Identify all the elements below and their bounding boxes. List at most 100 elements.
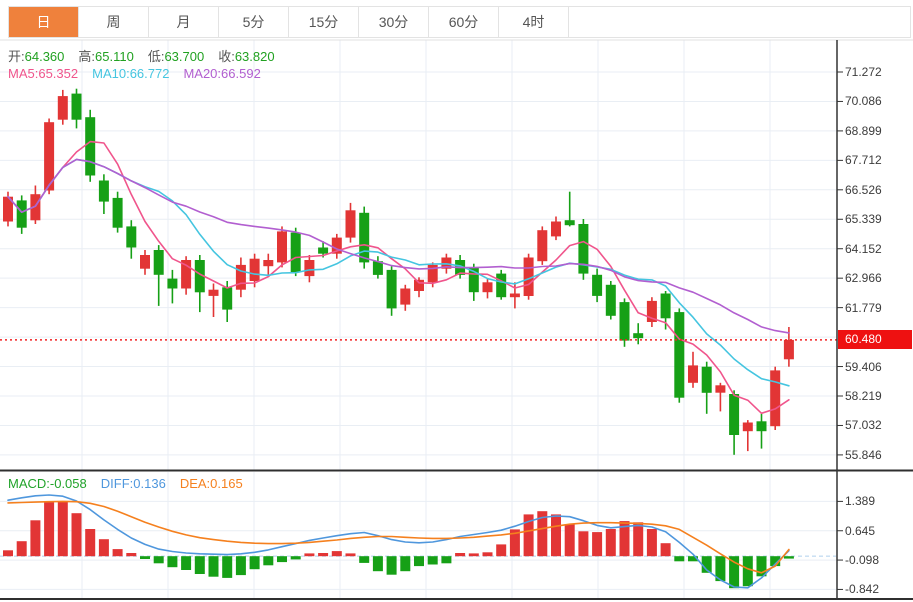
- price-tick-label: 61.779: [845, 300, 882, 315]
- price-tick-label: 66.526: [845, 182, 882, 197]
- candle[interactable]: [523, 253, 534, 300]
- candle[interactable]: [742, 420, 753, 452]
- candle-body: [660, 293, 671, 319]
- macd-histogram-bar: [359, 556, 370, 563]
- tab-h4[interactable]: 4时: [499, 7, 569, 37]
- candle[interactable]: [57, 89, 68, 125]
- tab-week[interactable]: 周: [79, 7, 149, 37]
- candle[interactable]: [126, 220, 137, 259]
- candle[interactable]: [194, 255, 205, 313]
- candle[interactable]: [208, 283, 219, 318]
- price-tick-label: 57.032: [845, 418, 882, 433]
- candle[interactable]: [468, 263, 479, 301]
- candle[interactable]: [235, 257, 246, 298]
- ma10-line: [7, 158, 790, 387]
- candle[interactable]: [578, 219, 589, 280]
- candle[interactable]: [756, 413, 767, 449]
- macd-histogram-bar: [496, 544, 507, 557]
- candle-body: [249, 258, 260, 281]
- macd-histogram-bar: [345, 553, 356, 557]
- candle[interactable]: [592, 268, 603, 303]
- macd-histogram-bar: [30, 520, 41, 557]
- macd-item: DEA:0.165: [179, 476, 243, 491]
- candle[interactable]: [729, 390, 740, 455]
- candle[interactable]: [509, 282, 520, 309]
- candle[interactable]: [482, 278, 493, 299]
- candle[interactable]: [44, 118, 55, 195]
- candle[interactable]: [564, 191, 575, 227]
- candle[interactable]: [16, 195, 27, 234]
- candle-body: [537, 230, 548, 262]
- candle[interactable]: [400, 284, 411, 311]
- candle[interactable]: [331, 233, 342, 259]
- candle[interactable]: [701, 361, 712, 414]
- macd-histogram-bar: [277, 556, 287, 563]
- candle-body: [715, 385, 726, 393]
- candle[interactable]: [112, 191, 123, 233]
- macd-histogram-bar: [715, 556, 726, 582]
- candle[interactable]: [277, 226, 287, 268]
- candle[interactable]: [263, 253, 274, 275]
- candle[interactable]: [304, 255, 315, 283]
- candle[interactable]: [71, 88, 82, 129]
- candle-body: [646, 300, 657, 322]
- candle[interactable]: [770, 366, 781, 430]
- candle-body: [509, 293, 520, 298]
- tab-month[interactable]: 月: [149, 7, 219, 37]
- candle[interactable]: [98, 174, 109, 214]
- candle[interactable]: [140, 250, 150, 275]
- candle[interactable]: [537, 226, 548, 265]
- candle-body: [290, 232, 301, 273]
- tab-day[interactable]: 日: [9, 7, 79, 37]
- price-tick-label: 70.086: [845, 94, 882, 109]
- macd-histogram-bar: [770, 556, 781, 567]
- tab-m15[interactable]: 15分: [289, 7, 359, 37]
- price-tick-label: 65.339: [845, 212, 882, 227]
- macd-histogram-bar: [551, 514, 561, 557]
- candle[interactable]: [619, 298, 630, 347]
- candle-body: [633, 333, 644, 339]
- tab-m30[interactable]: 30分: [359, 7, 429, 37]
- macd-histogram-bar: [592, 532, 603, 557]
- candle-body: [701, 366, 712, 393]
- candle[interactable]: [646, 297, 657, 327]
- candle[interactable]: [551, 216, 561, 241]
- candle-body: [372, 261, 383, 275]
- candle-body: [688, 365, 698, 383]
- macd-histogram-bar: [605, 529, 616, 557]
- tab-m5[interactable]: 5分: [219, 7, 289, 37]
- candle[interactable]: [345, 202, 356, 243]
- macd-histogram-bar: [482, 552, 493, 557]
- candle[interactable]: [633, 323, 644, 345]
- candle-body: [235, 264, 246, 290]
- candle[interactable]: [715, 382, 726, 412]
- candle[interactable]: [249, 253, 260, 288]
- candle[interactable]: [290, 227, 301, 277]
- macd-histogram-bar: [578, 531, 589, 557]
- candle[interactable]: [85, 109, 96, 182]
- candle[interactable]: [181, 256, 192, 295]
- candle-body: [619, 302, 630, 341]
- candle[interactable]: [386, 266, 397, 316]
- candle[interactable]: [153, 245, 164, 306]
- candle[interactable]: [688, 351, 698, 388]
- ma-item: MA10:66.772: [92, 66, 170, 81]
- candle[interactable]: [674, 308, 685, 403]
- candle[interactable]: [605, 281, 616, 320]
- candle[interactable]: [414, 277, 424, 298]
- candle[interactable]: [372, 256, 383, 279]
- macd-histogram-bar: [619, 521, 630, 557]
- macd-histogram-bar: [427, 556, 438, 565]
- candle-body: [181, 260, 192, 289]
- candle[interactable]: [496, 269, 507, 300]
- macd-histogram-bar: [208, 556, 219, 577]
- macd-histogram-bar: [44, 502, 55, 557]
- tab-m60[interactable]: 60分: [429, 7, 499, 37]
- dea-line: [7, 500, 790, 574]
- candle[interactable]: [167, 269, 178, 304]
- ohlc-item: 高:65.110: [78, 49, 134, 64]
- macd-histogram-bar: [455, 553, 466, 557]
- macd-tick-label: -0.842: [845, 582, 880, 597]
- candle-body: [208, 289, 219, 296]
